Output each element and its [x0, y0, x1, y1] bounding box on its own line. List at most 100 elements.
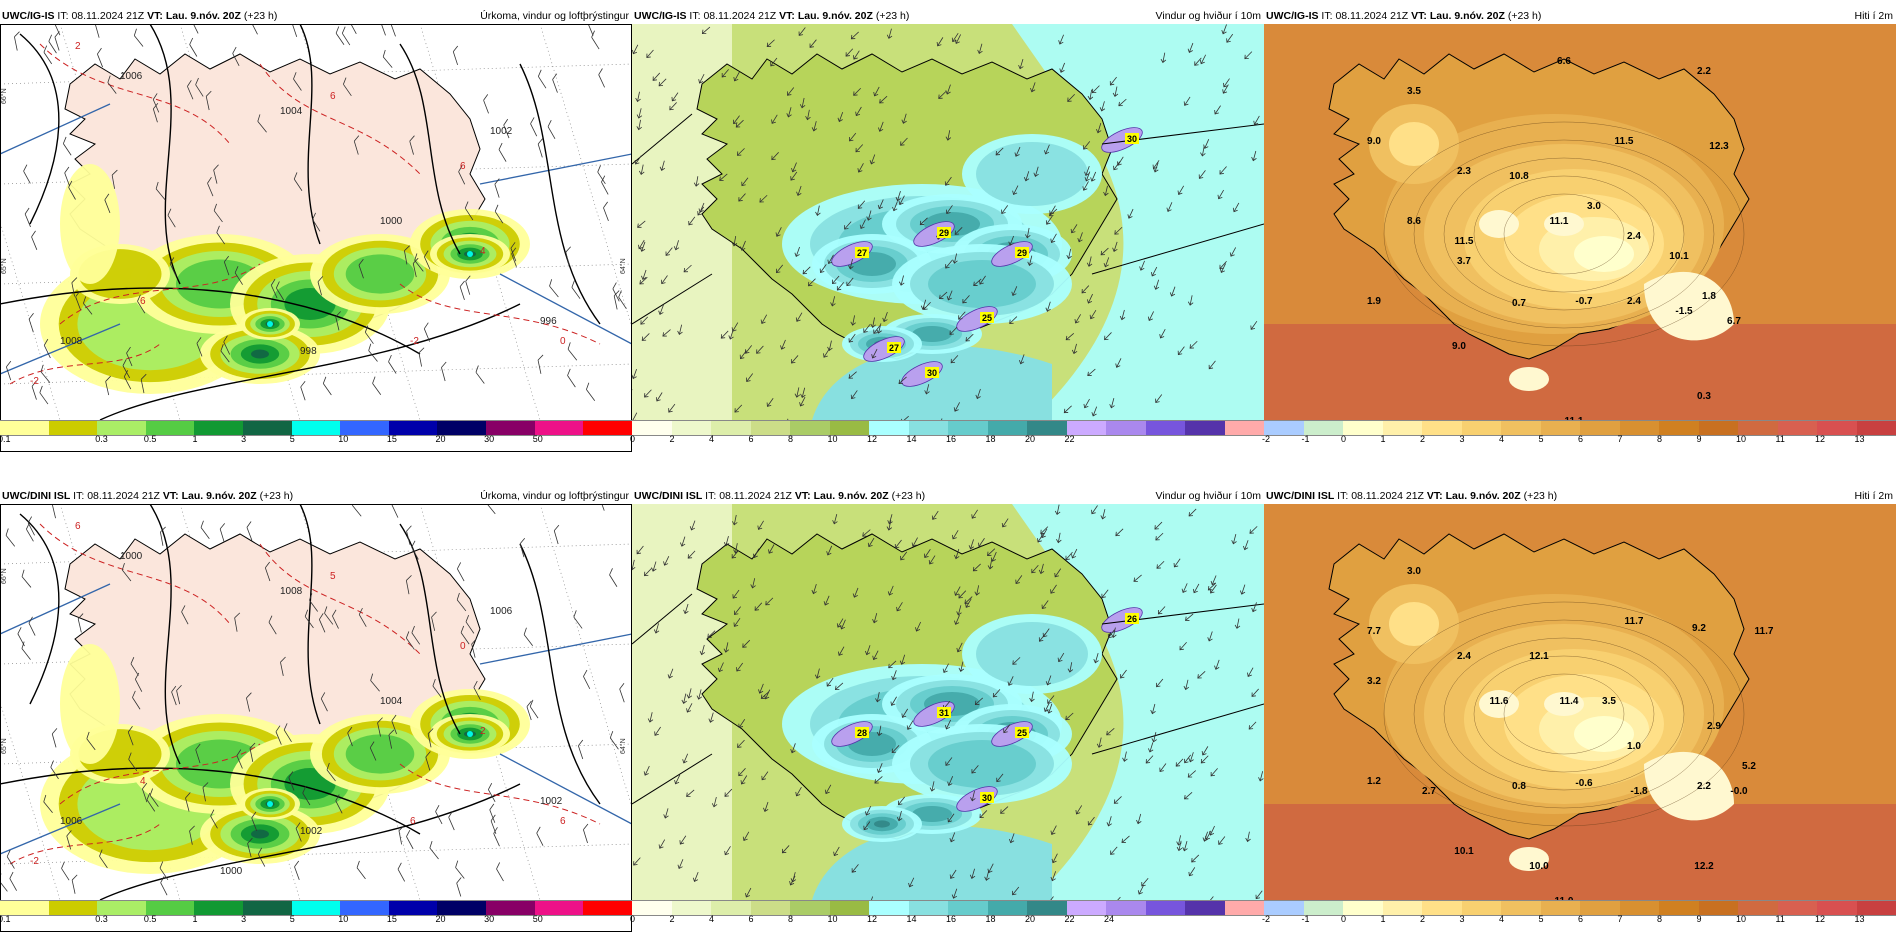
region-line — [479, 633, 632, 665]
region-line — [0, 323, 121, 375]
wind-arrow — [686, 789, 695, 797]
wind-arrow — [699, 644, 706, 656]
wind-arrow — [931, 510, 939, 520]
model-name: UWC/IG-IS — [1266, 10, 1319, 22]
wind-barb — [40, 364, 51, 383]
wind-barb — [185, 792, 191, 812]
color-swatch — [1303, 421, 1343, 435]
wind-arrow — [1183, 96, 1191, 106]
wind-arrow — [1065, 551, 1073, 561]
scale-tick-label: 5 — [289, 914, 295, 924]
isotherm-line — [9, 823, 161, 865]
wind-arrow — [888, 660, 897, 669]
isotherm-label: 6 — [75, 521, 81, 532]
temperature-value-label: 1.9 — [1367, 296, 1381, 307]
color-swatch — [1106, 901, 1146, 915]
wind-arrow — [770, 57, 778, 67]
color-swatch — [291, 421, 341, 435]
wind-arrow — [979, 275, 986, 285]
wind-arrow — [958, 661, 965, 672]
isobar-line — [399, 523, 461, 735]
wind-arrow — [833, 846, 840, 857]
wind-arrow — [707, 630, 716, 639]
isobar-line — [99, 783, 521, 900]
color-swatch — [790, 901, 830, 915]
wind-arrow — [867, 537, 875, 548]
wind-arrow — [886, 28, 893, 39]
wind-arrow — [1207, 631, 1213, 642]
map-svg: 100010081006100410021002100610006502-264… — [0, 504, 632, 900]
wind-arrow — [901, 113, 907, 124]
isobar-label: 1008 — [280, 586, 303, 597]
wind-arrow — [954, 227, 963, 235]
run-info: UWC/IG-IS IT: 08.11.2024 21Z VT: Lau. 9.… — [2, 8, 277, 24]
isobar-label: 998 — [300, 346, 317, 357]
wind-arrow — [763, 801, 769, 813]
color-swatch — [1264, 901, 1304, 915]
temp-contour — [1383, 121, 1745, 347]
temperature-value-label: -0.7 — [1575, 296, 1593, 307]
wind-arrow — [987, 863, 994, 874]
color-swatch — [1264, 421, 1304, 435]
color-swatch — [0, 901, 49, 915]
wind-panel-p2: UWC/IG-IS IT: 08.11.2024 21Z VT: Lau. 9.… — [630, 8, 1264, 448]
wind-barb — [318, 613, 326, 633]
scale-tick-label: 20 — [1025, 914, 1036, 924]
wind-arrow — [1070, 224, 1078, 234]
wind-arrow — [1184, 754, 1192, 764]
color-swatch — [1185, 421, 1225, 435]
wind-barb — [43, 338, 51, 359]
isobar-label: 1002 — [540, 796, 563, 807]
precip-area — [267, 321, 273, 327]
scale-tick-label: 16 — [946, 434, 957, 444]
wind-barb — [127, 726, 134, 746]
isobar-label: 1000 — [380, 216, 403, 227]
isobar-label: 1002 — [490, 126, 513, 137]
wind-barb — [456, 562, 465, 582]
isotherm-label: 0 — [460, 641, 466, 652]
wind-arrow — [887, 514, 893, 525]
wind-arrow — [679, 536, 686, 547]
wind-arrow — [899, 654, 906, 665]
glacier — [1644, 271, 1734, 341]
run-info: UWC/DINI ISL IT: 08.11.2024 21Z VT: Lau.… — [634, 488, 925, 504]
scale-tick-label: 4 — [1499, 434, 1505, 444]
wind-arrow — [897, 796, 906, 806]
latitude-label: 66°N — [0, 568, 8, 584]
temperature-value-label: 10.0 — [1529, 861, 1549, 872]
scale-tick-label: 5 — [289, 434, 295, 444]
isotherm-label: 6 — [410, 816, 416, 827]
isobar-line — [299, 504, 321, 725]
wind-arrow — [873, 86, 880, 97]
scale-tick-label: 18 — [985, 914, 996, 924]
wind-barb — [195, 743, 201, 764]
temp-contour — [1413, 139, 1715, 329]
wind-arrow — [823, 348, 830, 358]
scale-tick-label: -2 — [1262, 914, 1271, 924]
wind-barb — [160, 526, 166, 546]
region-line — [632, 593, 693, 645]
wind-arrow — [686, 688, 693, 699]
temperature-value-label: 10.8 — [1509, 171, 1529, 182]
latitude-label: 64°N — [619, 738, 627, 754]
wind-barb — [536, 826, 544, 846]
wind-arrow — [1058, 34, 1064, 45]
precip-area — [251, 829, 269, 839]
wind-arrow — [863, 821, 871, 831]
wind-barb — [510, 242, 517, 262]
wind-arrow — [1133, 574, 1142, 582]
wind-arrow — [641, 269, 647, 281]
wind-arrow — [886, 520, 893, 531]
wind-arrow — [634, 155, 642, 165]
temperature-value-label: 3.5 — [1602, 696, 1616, 707]
color-scale: -2 -1 0 1 2 3 4 5 6 7 8 9 10 11 12 13 — [1262, 420, 1896, 444]
gust-label-bg — [855, 247, 869, 258]
wind-speed-area — [976, 142, 1088, 206]
wind-barb — [5, 528, 16, 547]
wind-arrow — [1003, 724, 1011, 734]
temperature-value-label: 0.7 — [1512, 298, 1526, 309]
scale-tick-label: 24 — [1104, 914, 1115, 924]
wind-barb — [489, 803, 496, 823]
isobar-label: 1006 — [120, 71, 143, 82]
valid-time: Lau. 9.nóv. 20Z — [181, 490, 257, 502]
